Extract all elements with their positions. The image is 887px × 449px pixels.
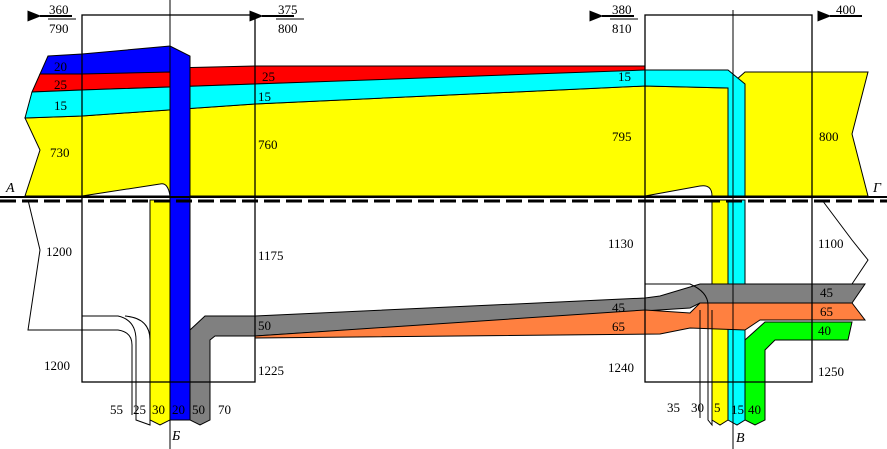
exit-v-yellow-label: 30 (691, 400, 704, 415)
cyan-right-label: 15 (618, 69, 631, 84)
cyan-left-label: 15 (54, 98, 67, 113)
section-a-label: А (5, 181, 15, 196)
blue-left-label: 20 (54, 59, 67, 74)
white-right-boundary (821, 199, 869, 285)
exit-v-green-label: 40 (748, 402, 761, 417)
white-exit-b-outer (82, 329, 133, 415)
white-far-right-label: 1100 (818, 236, 844, 251)
arrow-1-top: 360 (49, 2, 69, 17)
yellow-exit-b (149, 199, 171, 426)
gray-right-label: 45 (612, 300, 625, 315)
red-left-label: 25 (54, 77, 67, 92)
exit-b-yellow-label: 30 (152, 402, 165, 417)
exit-v-white-label: 35 (667, 400, 680, 415)
arrow-2-top: 375 (278, 2, 298, 17)
white-right-low-label: 1240 (608, 360, 634, 375)
white-left-mid-label: 1175 (258, 248, 284, 263)
gray-mid-label: 50 (258, 318, 271, 333)
intersection-b-frame (81, 14, 256, 383)
intersection-v-frame (644, 14, 813, 383)
green-far-label: 40 (818, 323, 831, 338)
arrow-3-bottom: 810 (612, 21, 632, 36)
yellow-mid-label: 760 (258, 137, 278, 152)
white-left-in-label: 1200 (46, 244, 72, 259)
arrow-1-bottom: 790 (49, 21, 69, 36)
exit-b-extra-label: 70 (218, 402, 231, 417)
yellow-turn-right (644, 185, 713, 197)
white-left-boundary (27, 199, 82, 331)
section-b-label: Б (171, 429, 180, 444)
yellow-far-right-label: 800 (819, 129, 839, 144)
exit-v-cyan-a-label: 5 (714, 400, 721, 415)
exit-b-blue-label: 20 (172, 402, 185, 417)
white-right-in-label: 1130 (608, 236, 634, 251)
white-left-low-label: 1200 (44, 358, 70, 373)
white-exit-b (82, 315, 151, 426)
white-left-out-label: 1225 (258, 363, 284, 378)
exit-b-white-label: 55 (110, 402, 123, 417)
yellow-left-label: 730 (50, 145, 70, 160)
section-g-label: Г (872, 181, 882, 196)
section-v-label: В (736, 431, 745, 446)
exit-v-cyan-b-label: 15 (731, 402, 744, 417)
orange-far-label: 65 (820, 304, 833, 319)
exit-b-white2-label: 25 (133, 402, 146, 417)
exit-b-gray-label: 50 (192, 402, 205, 417)
red-mid-label: 25 (262, 69, 275, 84)
arrow-3-top: 380 (612, 2, 632, 17)
gray-far-label: 45 (820, 285, 833, 300)
yellow-right-label: 795 (612, 129, 632, 144)
arrow-2-bottom: 800 (278, 21, 298, 36)
arrow-4-top: 400 (836, 2, 856, 17)
white-far-low-label: 1250 (818, 364, 844, 379)
orange-right-label: 65 (612, 319, 625, 334)
cyan-mid-label: 15 (258, 89, 271, 104)
